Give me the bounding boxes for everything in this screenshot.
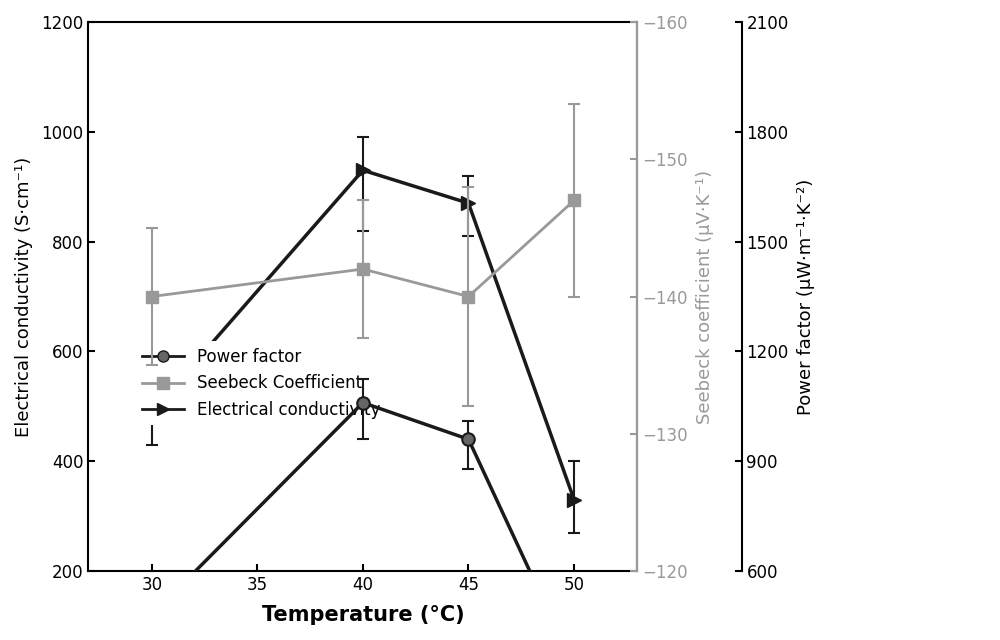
- Y-axis label: Electrical conductivity (S·cm⁻¹): Electrical conductivity (S·cm⁻¹): [15, 156, 33, 436]
- Y-axis label: Power factor (μW·m⁻¹·K⁻²): Power factor (μW·m⁻¹·K⁻²): [797, 179, 815, 415]
- Y-axis label: Seebeck coefficient (μV·K⁻¹): Seebeck coefficient (μV·K⁻¹): [696, 170, 714, 424]
- Legend: Power factor, Seebeck Coefficient, Electrical conductivity: Power factor, Seebeck Coefficient, Elect…: [135, 341, 387, 426]
- X-axis label: Temperature (°C): Temperature (°C): [262, 605, 464, 625]
